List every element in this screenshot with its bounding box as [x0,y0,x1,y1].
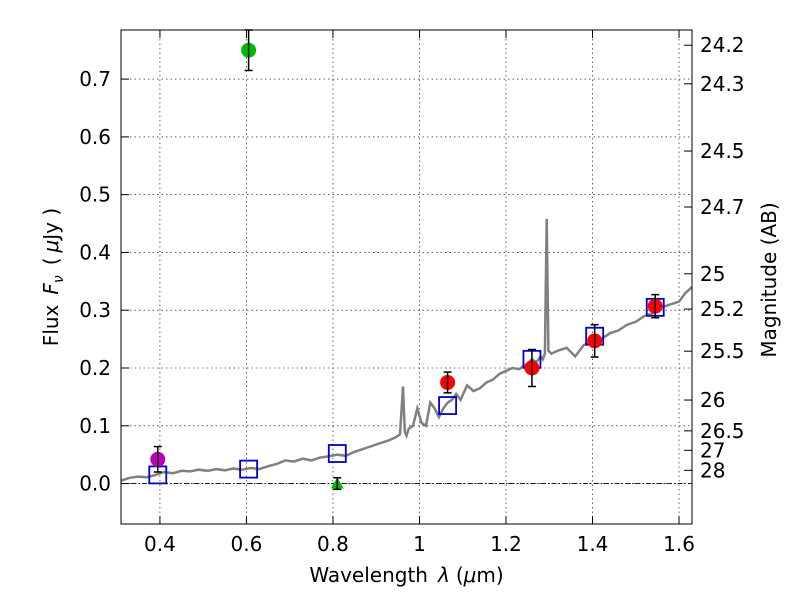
magnitude-tick-label: 24.3 [700,72,745,96]
x-tick-label: 1.6 [663,532,695,556]
plot-area [120,218,693,482]
x-axis-title: Wavelength λ (μm) [309,563,503,587]
magnitude-tick-label: 25 [700,262,725,286]
y-tick-label: 0.7 [79,67,111,91]
y-tick-label: 0.1 [79,414,111,438]
magnitude-tick-label: 24.7 [700,195,745,219]
magnitude-tick-label: 27 [700,438,725,462]
y-tick-label: 0.3 [79,298,111,322]
plot-frame [120,29,693,525]
magnitude-tick-label: 25.2 [700,297,745,321]
model-spectrum-line [120,218,693,482]
model-flux-square [327,444,347,463]
magnitude-tick-label: 24.2 [700,33,745,57]
magnitude-tick-label: 25.5 [700,339,745,363]
magnitude-tick-label: 26 [700,388,725,412]
magnitude-axis-title: Magnitude (AB) [757,202,781,357]
y-tick-label: 0.6 [79,125,111,149]
magnitude-tick-label: 24.5 [700,139,745,163]
model-flux-square [239,459,259,479]
y-tick-label: 0.4 [79,240,111,264]
magnitude-tick-label: 26.5 [700,419,745,443]
x-tick-label: 0.6 [231,532,263,556]
x-tick-label: 0.8 [317,532,349,556]
y-axis-title: FluxFν(μJy ) [39,208,67,346]
x-axis-ticks: 0.4 0.6 0.8 1 1.2 1.4 1.6 [144,30,695,556]
x-tick-label: 1 [413,532,426,556]
y-tick-label: 0.5 [79,183,111,207]
x-tick-label: 1.2 [490,532,522,556]
y-tick-label: 0.0 [79,472,111,496]
y-tick-label: 0.2 [79,356,111,380]
x-tick-label: 0.4 [144,532,176,556]
x-tick-label: 1.4 [577,532,609,556]
magnitude-tick-label: 28 [700,458,725,482]
observed-flux-markers [150,29,663,491]
y-axis-ticks: 0.0 0.1 0.2 0.3 0.4 0.5 0.6 0.7 [79,67,129,496]
model-flux-square [438,396,457,415]
